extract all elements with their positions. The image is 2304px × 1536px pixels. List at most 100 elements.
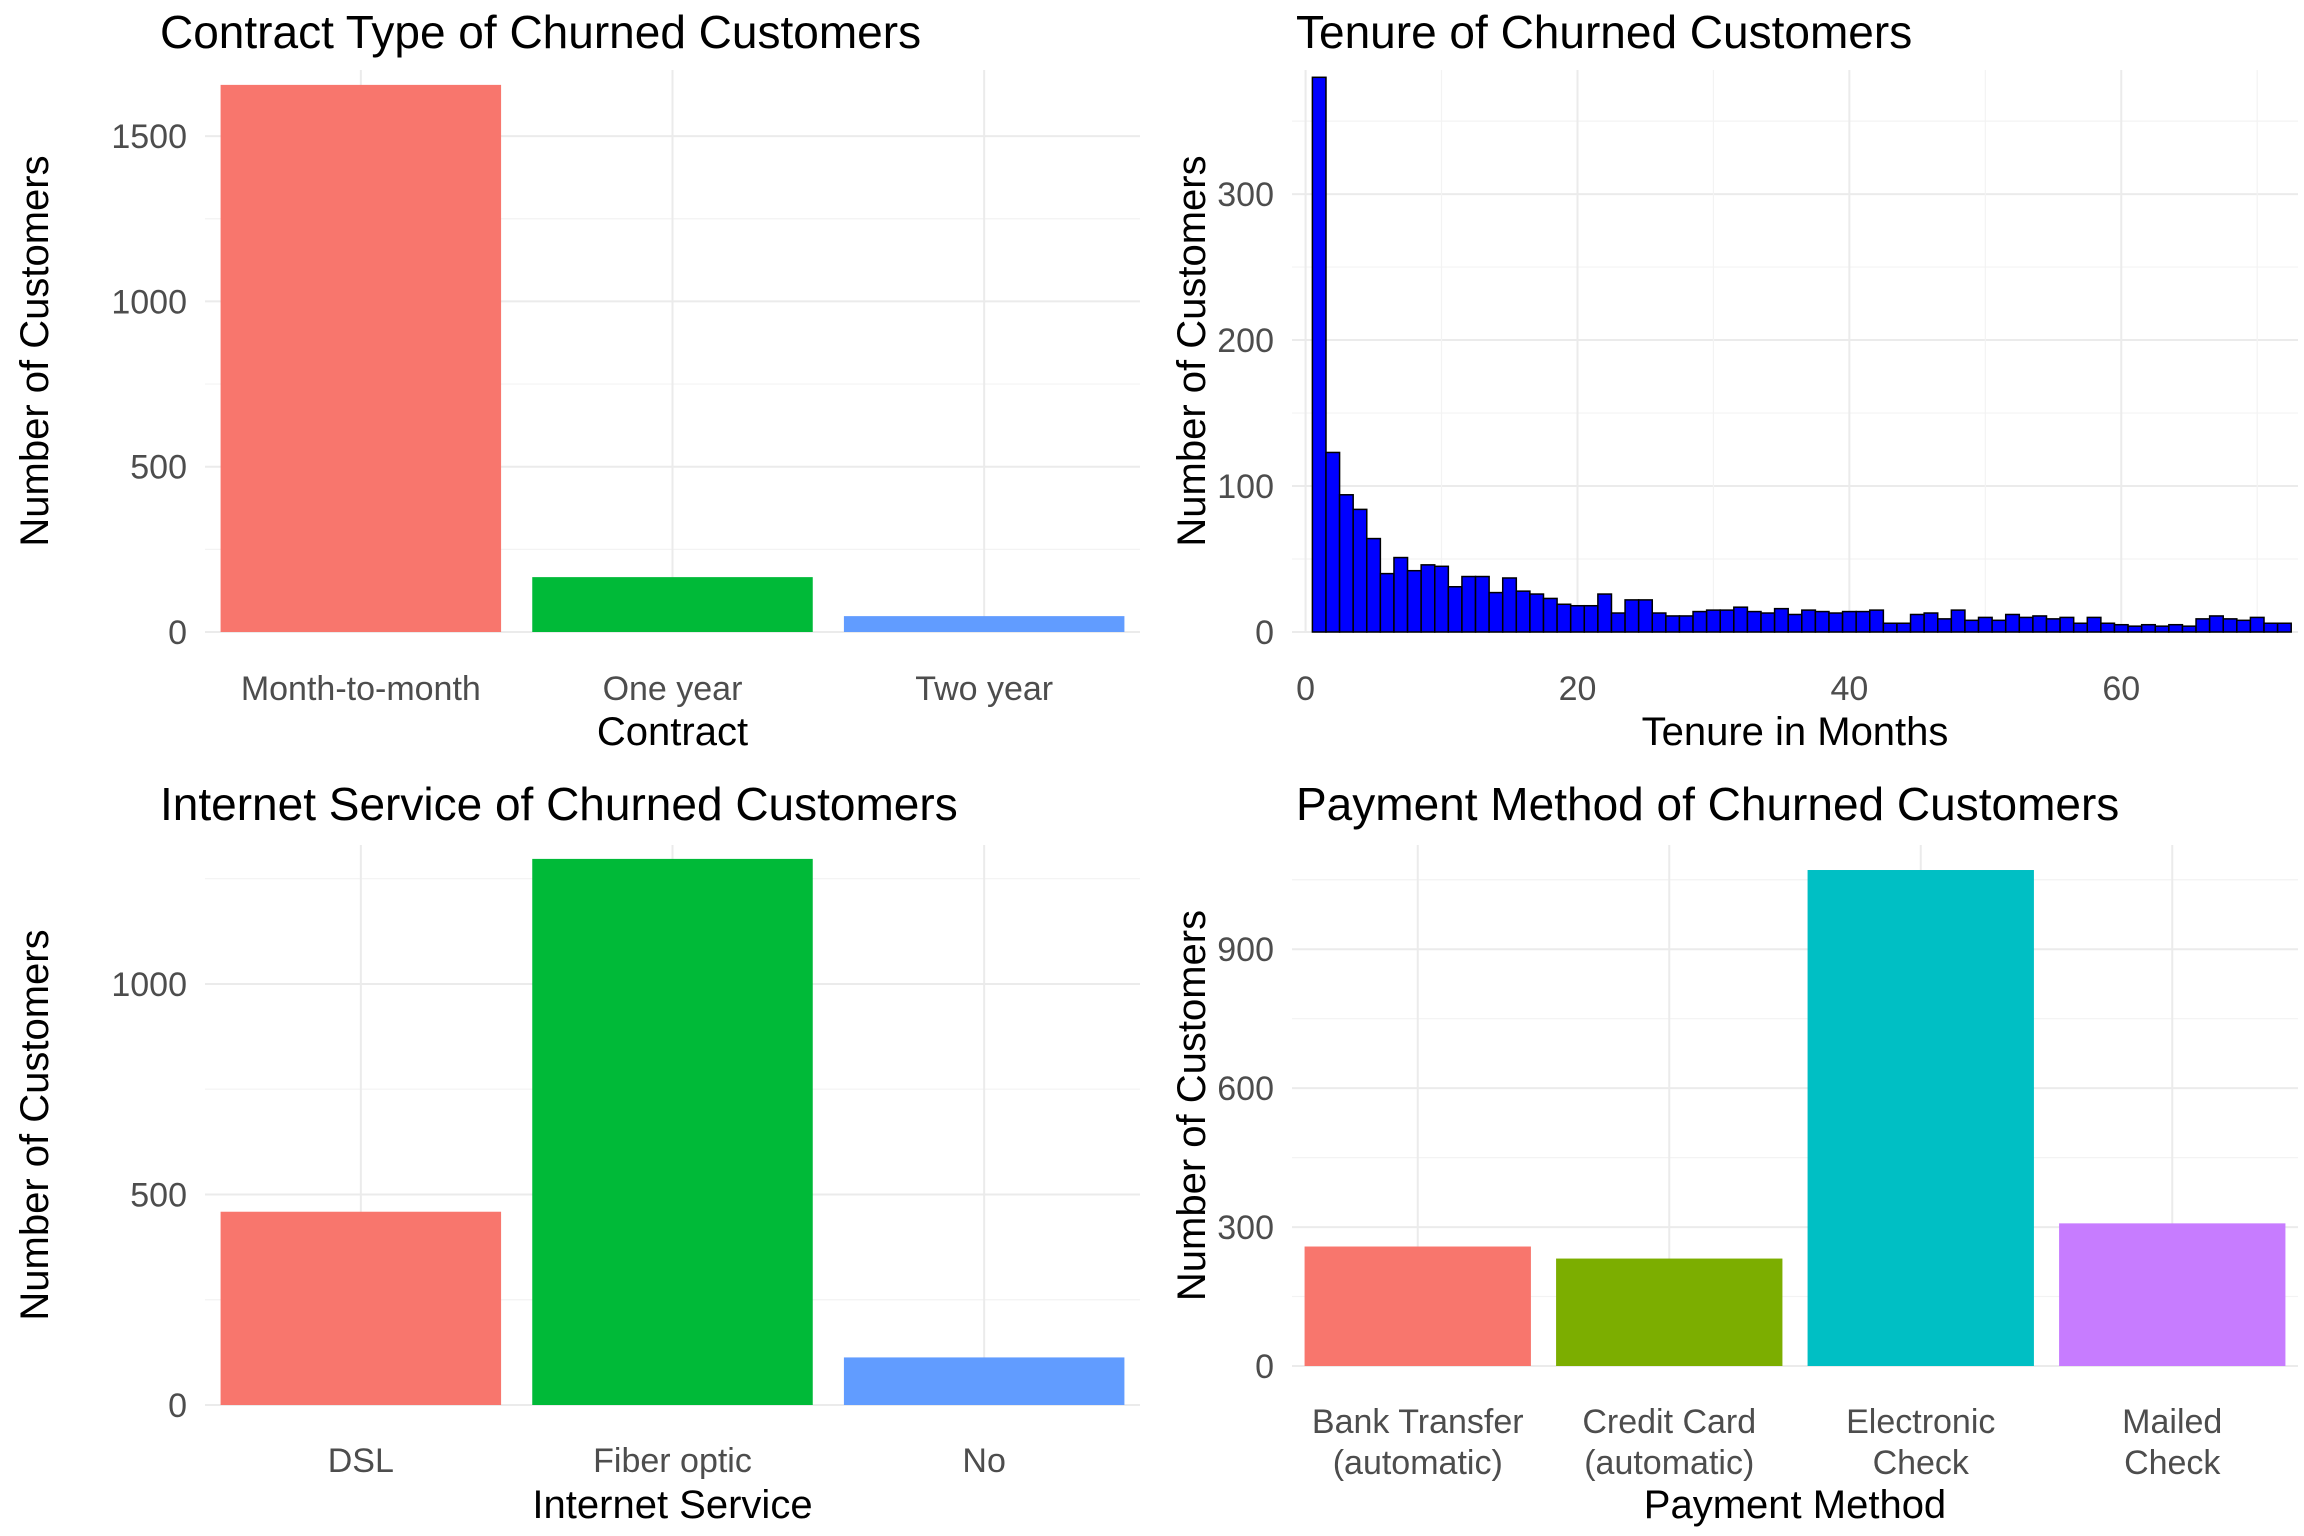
x-axis-title: Tenure in Months (1642, 710, 1949, 754)
histogram-bar (2086, 616, 2102, 633)
bar (1304, 1246, 1531, 1366)
histogram-bar (1488, 591, 1504, 633)
histogram-bar (1583, 604, 1599, 633)
x-axis-title: Payment Method (1644, 1483, 1946, 1527)
histogram-bar (1338, 494, 1354, 633)
x-tick-label-line: Check (2124, 1444, 2221, 1482)
histogram-bar (1461, 575, 1477, 633)
x-axis-title: Contract (597, 710, 748, 754)
histogram-bar (1406, 569, 1422, 633)
histogram-bar (2168, 623, 2184, 633)
x-tick-label: No (962, 1442, 1005, 1480)
x-tick-label: Bank Transfer (automatic) (1312, 1403, 1524, 1482)
chart-title: Payment Method of Churned Customers (1296, 778, 2119, 830)
histogram-bar (2032, 615, 2048, 633)
bar (220, 84, 502, 633)
x-tick-label: 40 (1830, 670, 1868, 708)
x-tick-label-line: Check (1873, 1444, 1970, 1482)
x-tick-label-line: Fiber optic (593, 1442, 752, 1480)
histogram-bar (1325, 451, 1341, 633)
chart-panel-2: 0 100 200 300 0 20 40 60 Tenure of Churned Custo… (1170, 6, 2298, 754)
x-tick-label: DSL (328, 1442, 394, 1480)
histogram-bar (1964, 619, 1980, 633)
histogram-bar (1637, 599, 1654, 633)
x-tick-label: Mailed Check (2122, 1403, 2222, 1482)
histogram-bar (1678, 615, 1694, 633)
histogram-bar (1828, 612, 1844, 633)
x-tick-label: Fiber optic (593, 1442, 752, 1480)
y-tick-label: 600 (1217, 1070, 1274, 1108)
chart-title: Contract Type of Churned Customers (160, 6, 921, 58)
x-tick-label-line: Electronic (1846, 1403, 1995, 1441)
histogram-bar (1773, 607, 1789, 633)
histogram-bar (1420, 564, 1436, 633)
histogram-bar (2208, 615, 2224, 633)
histogram-bar (1705, 609, 1721, 633)
histogram-bar (1991, 619, 2007, 633)
chart-panel-3: 0 500 1000 DSL Fiber optic No Internet Service… (13, 778, 1140, 1527)
histogram-bar (2154, 625, 2170, 633)
bar (2059, 1223, 2286, 1366)
y-tick-label: 500 (130, 449, 187, 487)
x-tick-label-line: DSL (328, 1442, 394, 1480)
histogram-bar (2004, 613, 2021, 633)
histogram-bar (2276, 622, 2292, 633)
histogram-bar (1801, 609, 1817, 633)
bar (843, 1357, 1125, 1405)
y-tick-label: 300 (1217, 1209, 1274, 1247)
y-tick-label: 100 (1217, 468, 1274, 506)
histogram-bar (1787, 613, 1803, 633)
histogram-bar (1936, 618, 1953, 633)
x-tick-label: Month-to-month (241, 670, 481, 708)
histogram-bar (2018, 616, 2034, 633)
histogram-bar (2059, 616, 2075, 633)
histogram-bar (1529, 593, 1545, 633)
histogram-bar (1746, 610, 1762, 633)
histogram-bar (1651, 612, 1667, 633)
histogram-bar (1433, 565, 1450, 633)
histogram-bar (1760, 612, 1776, 633)
x-tick-label: Credit Card (automatic) (1582, 1403, 1756, 1482)
x-tick-label-line: Credit Card (1582, 1403, 1756, 1441)
histogram-bar (2072, 622, 2089, 633)
histogram-bar (1909, 613, 1925, 633)
y-tick-label: 1500 (111, 118, 187, 156)
y-tick-label: 200 (1217, 322, 1274, 360)
bar (532, 858, 813, 1405)
x-tick-label: Electronic Check (1846, 1403, 1995, 1482)
histogram-bar (2263, 622, 2279, 633)
histogram-bar (1610, 612, 1626, 633)
x-tick-label: 60 (2102, 670, 2140, 708)
y-tick-label: 1000 (111, 283, 187, 321)
histogram-bar (2222, 618, 2238, 633)
histogram-bar (2100, 622, 2116, 633)
y-axis-title: Number of Customers (13, 929, 57, 1320)
y-axis-title: Number of Customers (1170, 155, 1214, 546)
y-tick-label: 900 (1217, 931, 1274, 969)
x-tick-label-line: (automatic) (1584, 1444, 1754, 1482)
x-axis-title: Internet Service (532, 1483, 812, 1527)
y-tick-label: 0 (168, 1387, 187, 1425)
histogram-bar (1311, 76, 1327, 633)
histogram-bar (1569, 604, 1586, 633)
histogram-bar (1977, 616, 1993, 633)
histogram-bar (2140, 623, 2157, 633)
histogram-bar (1597, 593, 1613, 633)
histogram-bar (1379, 572, 1395, 633)
x-tick-label-line: No (962, 1442, 1005, 1480)
histogram-bar (1556, 603, 1572, 633)
histogram-bar (2236, 619, 2252, 633)
y-tick-label: 300 (1217, 176, 1274, 214)
y-tick-label: 500 (130, 1176, 187, 1214)
y-axis-title: Number of Customers (13, 155, 57, 546)
histogram-bar (1515, 590, 1531, 633)
histogram-bar (1882, 622, 1898, 633)
x-tick-label: Two year (915, 670, 1053, 708)
y-tick-label: 0 (1255, 614, 1274, 652)
histogram-bar (1855, 610, 1871, 633)
histogram-bar (1950, 609, 1966, 633)
y-axis-title: Number of Customers (1170, 910, 1214, 1301)
bar (220, 1211, 502, 1405)
histogram-bar (2181, 625, 2197, 633)
